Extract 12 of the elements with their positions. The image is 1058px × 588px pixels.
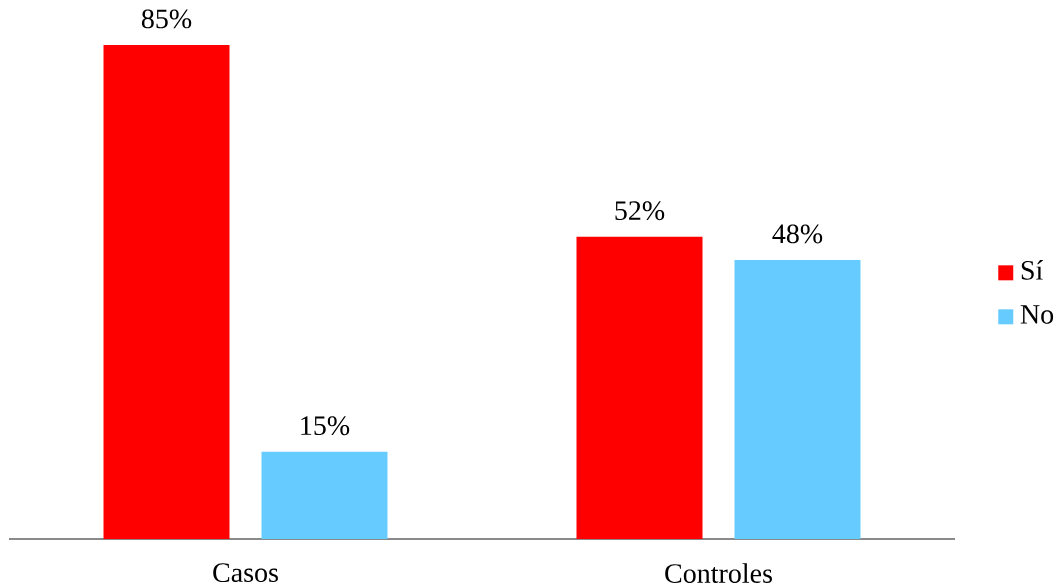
bar [734,260,861,539]
legend-label: Sí [1021,260,1043,280]
x-tick-label: Casos [213,563,278,583]
bar [576,236,703,539]
legend-label: No [1020,305,1054,324]
bar [103,44,230,539]
data-label: 85% [141,9,192,29]
data-label: 52% [615,201,665,221]
x-tick-label: Controles [665,563,772,583]
data-label: 15% [301,416,350,436]
bar [261,451,388,539]
data-label: 48% [772,224,823,244]
